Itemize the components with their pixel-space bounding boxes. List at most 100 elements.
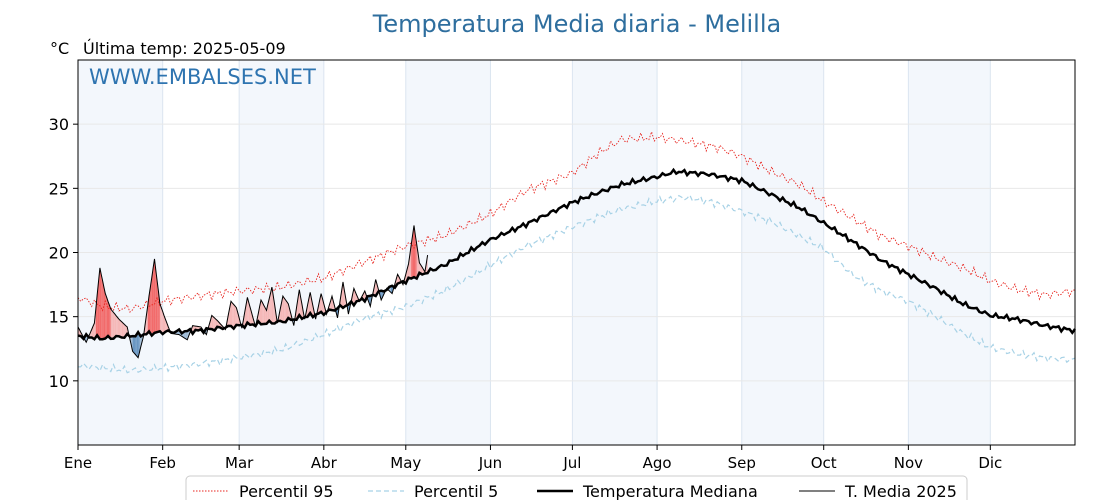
warm-anomaly-fill bbox=[262, 302, 264, 324]
x-axis: Ene Feb Mar Abr May Jun Jul Ago Sep Oct Nov Dic bbox=[64, 445, 1002, 472]
cold-anomaly-fill bbox=[131, 335, 133, 352]
warm-anomaly-fill bbox=[155, 270, 158, 333]
warm-anomaly-fill bbox=[121, 321, 124, 337]
series-percentil-95-line bbox=[77, 130, 1075, 313]
warm-anomaly-fill bbox=[113, 312, 115, 338]
warm-anomaly-fill bbox=[375, 279, 378, 294]
warm-anomaly-fill bbox=[265, 307, 267, 324]
cold-anomaly-fill bbox=[185, 331, 188, 340]
warm-anomaly-fill bbox=[114, 314, 117, 338]
warm-anomaly-fill bbox=[159, 303, 162, 333]
legend-percentil-5: Percentil 5 bbox=[368, 482, 498, 500]
warm-anomaly-fill bbox=[341, 282, 343, 307]
warm-anomaly-fill bbox=[149, 286, 151, 334]
warm-anomaly-fill bbox=[98, 267, 100, 339]
y-axis: 10 15 20 25 30 bbox=[49, 115, 78, 391]
warm-anomaly-fill bbox=[248, 302, 251, 325]
x-tick-label-oct: Oct bbox=[811, 454, 837, 472]
cold-anomaly-fill bbox=[132, 335, 134, 353]
series-lines bbox=[77, 130, 1077, 374]
y-tick-label: 30 bbox=[49, 115, 69, 134]
warm-anomaly-fill bbox=[150, 277, 152, 334]
warm-anomaly-fill bbox=[151, 268, 154, 334]
x-tick-label-nov: Nov bbox=[894, 454, 923, 472]
warm-anomaly-fill bbox=[285, 300, 287, 321]
warm-anomaly-fill bbox=[112, 310, 114, 338]
warm-anomaly-fill bbox=[116, 315, 118, 338]
legend-mediana-label: Temperatura Mediana bbox=[582, 482, 758, 500]
warm-anomaly-fill bbox=[161, 307, 163, 333]
x-tick-label-jul: Jul bbox=[562, 454, 581, 472]
warm-anomaly-fill bbox=[273, 296, 275, 323]
warm-anomaly-fill bbox=[192, 325, 195, 331]
warm-anomaly-fill bbox=[233, 304, 236, 327]
warm-anomaly-fill bbox=[414, 225, 416, 278]
warm-anomaly-fill bbox=[124, 324, 126, 337]
warm-anomaly-fill bbox=[235, 306, 237, 327]
warm-anomaly-fill bbox=[154, 258, 156, 333]
warm-anomaly-fill bbox=[322, 298, 324, 314]
warm-anomaly-fill bbox=[213, 316, 215, 329]
warm-anomaly-fill bbox=[162, 311, 164, 333]
warm-anomaly-fill bbox=[282, 296, 285, 322]
cold-anomaly-fill bbox=[368, 296, 371, 307]
chart-title: Temperatura Media diaria - Melilla bbox=[372, 10, 781, 38]
legend-t-media-2025: T. Media 2025 bbox=[799, 482, 957, 500]
x-tick-label-ago: Ago bbox=[643, 454, 672, 472]
legend-mediana: Temperatura Mediana bbox=[537, 482, 758, 500]
warm-anomaly-fill bbox=[270, 287, 272, 323]
x-tick-label-ene: Ene bbox=[64, 454, 92, 472]
warm-anomaly-fill bbox=[232, 302, 234, 327]
cold-anomaly-fill bbox=[390, 286, 393, 294]
y-tick-label: 25 bbox=[49, 179, 69, 198]
warm-anomaly-fill bbox=[263, 305, 266, 324]
warm-anomaly-fill bbox=[332, 296, 334, 311]
x-tick-label-jun: Jun bbox=[478, 454, 502, 472]
warm-anomaly-fill bbox=[412, 225, 414, 278]
warm-anomaly-fill bbox=[211, 315, 214, 330]
legend-percentil-95-label: Percentil 95 bbox=[239, 482, 334, 500]
warm-anomaly-fill bbox=[287, 301, 289, 321]
y-tick-label: 15 bbox=[49, 308, 69, 327]
warm-anomaly-fill bbox=[119, 319, 121, 337]
warm-anomaly-fill bbox=[103, 287, 106, 339]
watermark: WWW.EMBALSES.NET bbox=[89, 65, 316, 89]
warm-anomaly-fill bbox=[408, 254, 410, 280]
cold-anomaly-fill bbox=[177, 331, 180, 335]
warm-anomaly-fill bbox=[300, 297, 302, 318]
series-mediana-line bbox=[77, 167, 1077, 341]
warm-anomaly-fill bbox=[280, 302, 282, 322]
warm-anomaly-fill bbox=[157, 281, 159, 333]
warm-anomaly-fill bbox=[99, 267, 102, 339]
x-tick-label-abr: Abr bbox=[311, 454, 338, 472]
cold-anomaly-fill bbox=[134, 335, 136, 355]
warm-anomaly-fill bbox=[288, 303, 290, 321]
warm-anomaly-fill bbox=[261, 300, 263, 324]
legend-percentil-5-label: Percentil 5 bbox=[414, 482, 498, 500]
last-temp-label: Última temp: 2025-05-09 bbox=[83, 39, 286, 58]
warm-anomaly-fill bbox=[101, 274, 103, 339]
warm-anomaly-fill bbox=[106, 297, 108, 339]
legend-percentil-95: Percentil 95 bbox=[193, 482, 334, 500]
warm-anomaly-fill bbox=[109, 305, 111, 338]
warm-anomaly-fill bbox=[210, 315, 212, 330]
warm-anomaly-fill bbox=[231, 301, 233, 327]
x-tick-label-may: May bbox=[390, 454, 421, 472]
x-tick-label-dic: Dic bbox=[978, 454, 1002, 472]
warm-anomaly-fill bbox=[415, 234, 417, 277]
series-t-media-2025-line bbox=[77, 225, 429, 359]
warm-anomaly-fill bbox=[228, 308, 230, 327]
cold-anomaly-fill bbox=[136, 335, 139, 358]
legend-box bbox=[185, 475, 968, 500]
warm-anomaly-fill bbox=[237, 312, 240, 326]
warm-anomaly-fill bbox=[284, 298, 286, 321]
warm-anomaly-fill bbox=[269, 292, 271, 323]
unit-label: °C bbox=[50, 39, 69, 58]
warm-anomaly-fill bbox=[105, 293, 107, 339]
warm-anomaly-fill bbox=[146, 306, 148, 334]
warm-anomaly-fill bbox=[110, 309, 113, 338]
warm-anomaly-fill bbox=[108, 301, 110, 338]
x-tick-label-sep: Sep bbox=[728, 454, 756, 472]
warm-anomaly-fill bbox=[244, 305, 246, 326]
